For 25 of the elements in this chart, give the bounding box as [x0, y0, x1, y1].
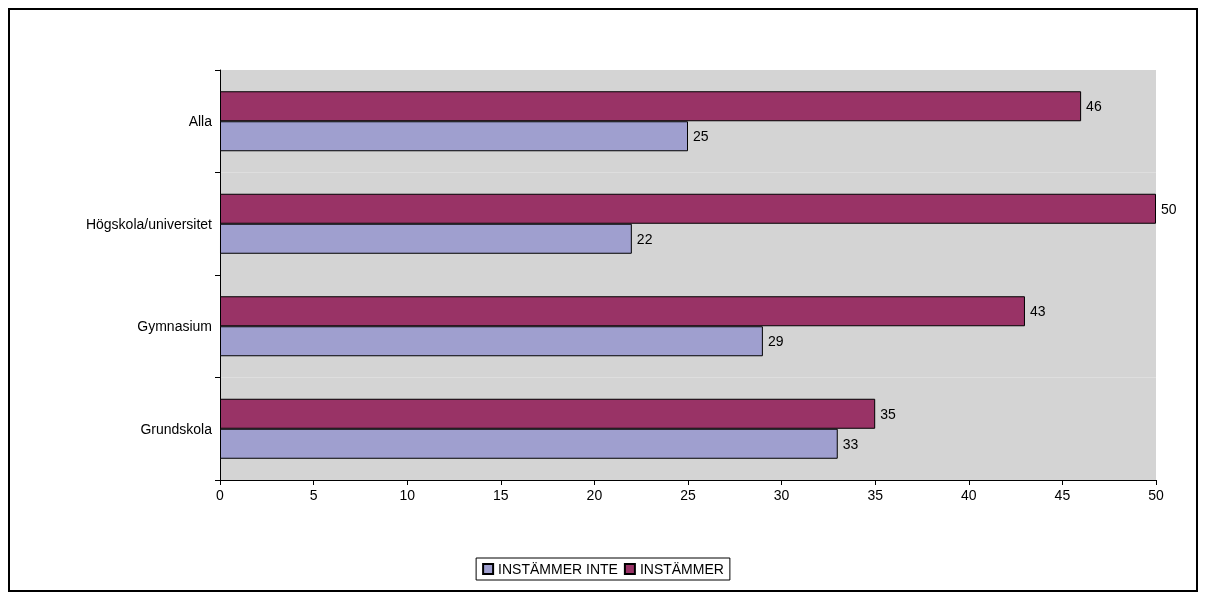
x-tick-label: 20	[586, 487, 603, 503]
legend-label: INSTÄMMER INTE	[498, 561, 618, 577]
data-label: 46	[1086, 98, 1102, 115]
x-tick-label: 45	[1054, 487, 1071, 503]
x-tick-label: 25	[680, 487, 696, 503]
data-label: 43	[1029, 303, 1046, 320]
data-label: 29	[767, 333, 784, 350]
x-tick-label: 40	[961, 487, 977, 503]
data-label: 35	[880, 405, 896, 422]
x-tick-label: 0	[216, 487, 225, 503]
y-tick-label: Högskola/universitet	[85, 215, 213, 232]
y-tick-label: Grundskola	[140, 420, 213, 437]
x-tick-label: 10	[399, 487, 416, 503]
x-tick-label: 5	[309, 487, 318, 503]
legend-label: INSTÄMMER	[639, 561, 724, 577]
x-tick-label: 15	[493, 487, 509, 503]
data-label: 22	[636, 230, 653, 247]
data-label: 50	[1161, 200, 1177, 217]
y-tick-label: Gymnasium	[137, 318, 212, 335]
x-tick-label: 30	[773, 487, 790, 503]
data-label: 25	[693, 128, 709, 145]
x-tick-label: 50	[1148, 487, 1164, 503]
x-tick-label: 35	[867, 487, 884, 503]
y-tick-label: Alla	[188, 113, 213, 130]
data-label: 33	[842, 435, 859, 452]
